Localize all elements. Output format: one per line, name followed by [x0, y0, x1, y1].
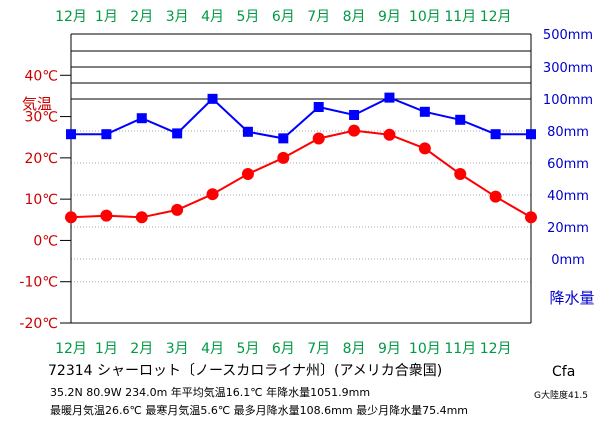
temperature-series [65, 124, 537, 224]
temp-axis-label: 気温 [22, 95, 52, 113]
month-label-bottom: 1月 [95, 341, 118, 357]
temp-tick-label: -10℃ [19, 275, 58, 291]
temperature-axis: 気温 40℃ 30℃ 20℃ 10℃ 0℃ -10℃ -20℃ [19, 68, 71, 332]
precipitation-axis: 0mm 20mm 40mm 60mm 80mm 100mm 300mm 500mm 降水量 [543, 28, 595, 307]
month-label-bottom: 2月 [130, 341, 153, 357]
month-label-top: 10月 [409, 9, 441, 25]
month-label-top: 1月 [95, 9, 118, 25]
month-label-bottom: 6月 [272, 341, 295, 357]
temperature-point [206, 188, 219, 201]
month-label-bottom: 12月 [480, 341, 512, 357]
temp-tick-label: 20℃ [24, 151, 58, 167]
precipitation-point [207, 93, 218, 104]
month-label-top: 3月 [166, 9, 189, 25]
month-label-top: 4月 [201, 9, 224, 25]
temperature-point [525, 211, 537, 224]
precip-tick-label: 60mm [547, 157, 589, 172]
precipitation-point [278, 133, 289, 144]
month-label-top: 5月 [236, 9, 259, 25]
precipitation-point [136, 113, 147, 124]
station-stats-line2: 最暖月気温26.6℃ 最寒月気温5.6℃ 最多月降水量108.6mm 最少月降水… [50, 404, 469, 417]
temperature-point [171, 203, 184, 216]
temperature-point [277, 151, 290, 164]
precipitation-point [313, 102, 324, 112]
precip-tick-label: 80mm [547, 125, 589, 140]
month-label-top: 6月 [272, 9, 295, 25]
temperature-point [241, 167, 254, 180]
chart-grid [70, 33, 532, 324]
precipitation-point [526, 129, 536, 140]
precipitation-point [419, 106, 430, 117]
month-label-bottom: 4月 [201, 341, 224, 357]
month-label-bottom: 5月 [236, 341, 259, 357]
month-label-bottom: 12月 [55, 341, 87, 357]
precipitation-point [172, 128, 183, 139]
precipitation-point [66, 129, 76, 140]
station-stats-line1: 35.2N 80.9W 234.0m 年平均気温16.1℃ 年降水量1051.9… [50, 386, 371, 399]
month-label-top: 11月 [444, 9, 476, 25]
temperature-point [348, 124, 361, 137]
precip-tick-label: 100mm [543, 93, 593, 108]
precip-tick-label: 40mm [547, 189, 589, 204]
month-axis-bottom: 12月 1月 2月 3月 4月 5月 6月 7月 8月 9月 10月 11月 12月 [55, 341, 511, 357]
precipitation-point [349, 110, 360, 120]
precip-tick-label: 300mm [543, 61, 593, 76]
precip-tick-label: 500mm [543, 28, 593, 43]
precipitation-series [66, 92, 536, 144]
temperature-point [489, 190, 502, 203]
temp-tick-label: 40℃ [24, 68, 58, 84]
temp-tick-label: -20℃ [19, 316, 58, 332]
temperature-point [65, 211, 77, 224]
month-label-bottom: 10月 [409, 341, 441, 357]
month-label-top: 12月 [480, 9, 512, 25]
month-label-bottom: 8月 [343, 341, 366, 357]
precipitation-point [490, 129, 501, 140]
precipitation-point [101, 129, 112, 140]
month-label-bottom: 9月 [378, 341, 401, 357]
temperature-point [135, 211, 148, 224]
temperature-point [312, 132, 325, 145]
month-label-top: 8月 [343, 9, 366, 25]
temp-tick-label: 10℃ [24, 192, 58, 208]
month-label-bottom: 11月 [444, 341, 476, 357]
month-axis-top: 12月 1月 2月 3月 4月 5月 6月 7月 8月 9月 10月 11月 12月 [55, 9, 511, 25]
temperature-point [383, 128, 396, 141]
temp-tick-label: 0℃ [33, 233, 58, 249]
precipitation-point [455, 114, 466, 125]
temp-tick-label: 30℃ [24, 110, 58, 126]
precipitation-line [71, 96, 531, 140]
koppen-class: Cfa [552, 364, 576, 380]
climograph-chart: 12月 1月 2月 3月 4月 5月 6月 7月 8月 9月 10月 11月 12月 12月 1月 2月 3月… [19, 9, 595, 357]
temperature-point [100, 209, 113, 222]
precip-axis-label: 降水量 [549, 289, 594, 307]
precip-tick-label: 20mm [547, 221, 589, 236]
month-label-top: 12月 [55, 9, 87, 25]
precip-tick-label: 0mm [551, 253, 585, 268]
month-label-bottom: 3月 [166, 341, 189, 357]
temperature-point [454, 167, 467, 180]
month-label-bottom: 7月 [307, 341, 330, 357]
precipitation-point [384, 92, 395, 103]
continentality-index: G大陸度41.5 [534, 391, 589, 401]
month-label-top: 7月 [307, 9, 330, 25]
temperature-line [70, 129, 532, 219]
precipitation-point [242, 126, 253, 137]
temperature-point [418, 142, 431, 155]
month-label-top: 9月 [378, 9, 401, 25]
station-title: 72314 シャーロット〔ノースカロライナ州〕(アメリカ合衆国) [48, 363, 443, 379]
month-label-top: 2月 [130, 9, 153, 25]
